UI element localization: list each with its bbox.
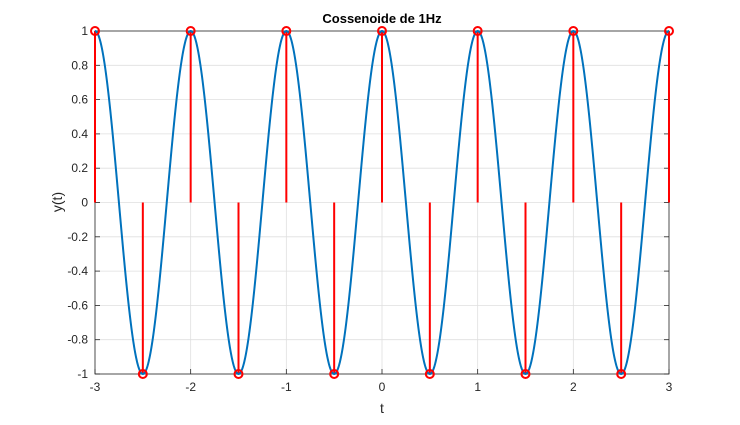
y-tick-label: 0.2: [71, 161, 88, 175]
y-tick-label: 0: [81, 196, 88, 210]
y-tick-label: -1: [77, 367, 88, 381]
x-tick-label: -1: [281, 380, 292, 394]
y-tick-label: 1: [81, 24, 88, 38]
y-axis-label: y(t): [49, 192, 65, 212]
sample-marker: [377, 26, 387, 36]
sample-marker: [137, 369, 148, 379]
y-tick-label: 0.4: [71, 127, 88, 141]
y-tick-label: -0.2: [67, 230, 88, 244]
sample-marker: [281, 26, 292, 36]
x-axis-ticks: -3 -2 -1 0 1 2 3: [90, 31, 673, 394]
x-tick-label: 2: [570, 380, 577, 394]
sample-marker: [329, 369, 340, 379]
y-tick-label: -0.8: [67, 333, 88, 347]
y-tick-label: -0.4: [67, 264, 88, 278]
sample-marker: [520, 369, 531, 379]
y-tick-label: -0.6: [67, 298, 88, 312]
sample-marker: [233, 369, 244, 379]
x-tick-label: -3: [90, 380, 101, 394]
sample-marker: [185, 26, 196, 36]
x-tick-label: 0: [379, 380, 386, 394]
sample-stems: [94, 31, 670, 374]
x-tick-label: -2: [185, 380, 196, 394]
cosine-curve: [94, 29, 670, 376]
x-tick-label: 1: [474, 380, 481, 394]
sample-marker: [424, 369, 435, 379]
sample-marker: [616, 369, 627, 379]
sample-marker: [568, 26, 579, 36]
x-axis-label: t: [380, 400, 384, 416]
sample-markers: [90, 26, 674, 379]
sample-marker: [664, 26, 674, 36]
chart-title: Cossenoide de 1Hz: [322, 11, 442, 26]
x-tick-label: 3: [666, 380, 673, 394]
sample-marker: [90, 26, 100, 36]
y-tick-label: 0.6: [71, 93, 88, 107]
y-axis-ticks: -1 -0.8 -0.6 -0.4 -0.2 0 0.2 0.4 0.6 0.8 1: [67, 24, 669, 381]
y-tick-label: 0.8: [71, 58, 88, 72]
sample-marker: [472, 26, 483, 36]
